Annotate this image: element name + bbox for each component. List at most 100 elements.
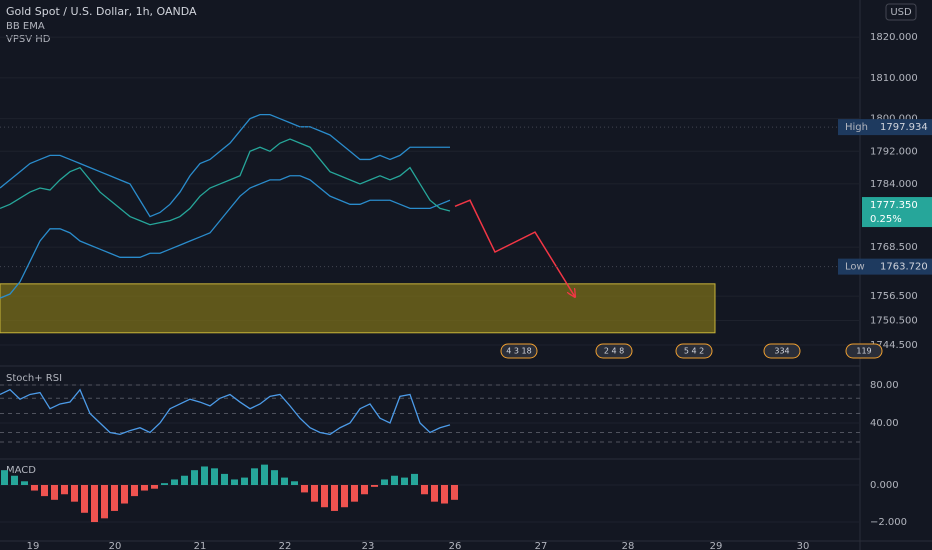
histogram-bar	[331, 485, 338, 511]
histogram-bar	[71, 485, 78, 502]
histogram-bar	[351, 485, 358, 502]
last-change: 0.25%	[870, 214, 902, 225]
last-price: 1777.350	[870, 200, 918, 211]
histogram-bar	[321, 485, 328, 508]
marker-value: 1797.934	[880, 122, 928, 133]
chart-title: Gold Spot / U.S. Dollar, 1h, OANDA	[6, 5, 197, 18]
histogram-bar	[101, 485, 108, 519]
event-label: 119	[856, 347, 871, 356]
histogram-bar	[421, 485, 428, 495]
histogram-bar	[31, 485, 38, 491]
event-marker	[845, 343, 883, 359]
histogram-bar	[201, 466, 208, 485]
histogram-bar	[131, 485, 138, 497]
histogram-bar	[261, 464, 268, 485]
histogram-bar	[371, 485, 378, 487]
histogram-bar	[91, 485, 98, 523]
y-tick-label: 0.000	[870, 480, 899, 491]
y-tick-label: 1750.500	[870, 316, 918, 327]
histogram-bar	[441, 485, 448, 504]
marker-badge	[838, 119, 932, 136]
indicator-label: BB EMA	[6, 21, 45, 32]
series-line	[0, 388, 451, 436]
histogram-bar	[391, 475, 398, 485]
histogram-bar	[121, 485, 128, 504]
histogram-bar	[161, 483, 168, 485]
x-tick-label: 20	[109, 541, 122, 550]
histogram-bar	[1, 470, 8, 485]
y-tick-label: 1784.000	[870, 179, 918, 190]
y-tick-label: 1768.500	[870, 242, 918, 253]
histogram-bar	[211, 468, 218, 485]
histogram-bar	[401, 477, 408, 485]
x-tick-label: 21	[194, 541, 207, 550]
histogram-bar	[411, 473, 418, 485]
x-tick-label: 26	[449, 541, 462, 550]
histogram-bar	[301, 485, 308, 493]
pane-title: MACD	[6, 465, 36, 476]
series-line	[0, 113, 450, 218]
y-tick-label: 1810.000	[870, 73, 918, 84]
histogram-bar	[51, 485, 58, 500]
y-tick-label: −2.000	[870, 517, 907, 528]
x-tick-label: 23	[362, 541, 375, 550]
x-tick-label: 22	[279, 541, 292, 550]
histogram-bar	[41, 485, 48, 497]
marker-value: 1763.720	[880, 262, 928, 273]
histogram-bar	[291, 481, 298, 485]
projection	[454, 199, 575, 297]
event-marker	[595, 343, 633, 359]
y-tick-label: 80.00	[870, 380, 899, 391]
indicator-label: VPSV HD	[6, 34, 51, 45]
event-marker	[500, 343, 538, 359]
pane-title: Stoch+ RSI	[6, 373, 62, 384]
histogram-bar	[191, 470, 198, 485]
x-tick-label: 19	[27, 541, 40, 550]
x-tick-label: 28	[622, 541, 635, 550]
histogram-bar	[431, 485, 438, 502]
last-badge	[862, 197, 932, 228]
histogram-bar	[311, 485, 318, 502]
currency[interactable]: USD	[890, 7, 912, 18]
histogram-bar	[451, 485, 458, 500]
marker-name: High	[845, 122, 868, 133]
y-tick-label: 1744.500	[870, 340, 918, 351]
histogram-bar	[361, 485, 368, 495]
marker-badge	[838, 258, 932, 275]
histogram-bar	[271, 470, 278, 485]
histogram-bar	[111, 485, 118, 511]
histogram-bar	[171, 479, 178, 485]
y-tick-label: 1820.000	[870, 32, 918, 43]
series-line	[0, 175, 451, 299]
event-marker	[763, 343, 801, 359]
y-tick-label: 1792.000	[870, 146, 918, 157]
x-tick-label: 30	[797, 541, 810, 550]
histogram-bar	[11, 475, 18, 485]
event-label: 334	[774, 347, 789, 356]
histogram-bar	[141, 485, 148, 491]
event-label: 5 4 2	[684, 347, 704, 356]
histogram-bar	[221, 473, 228, 485]
event-label: 4 3 18	[506, 347, 531, 356]
histogram-bar	[81, 485, 88, 513]
event-label: 2 4 8	[604, 347, 624, 356]
histogram-bar	[151, 485, 158, 489]
x-tick-label: 29	[710, 541, 723, 550]
histogram-bar	[251, 468, 258, 485]
histogram-bar	[61, 485, 68, 495]
event-marker	[675, 343, 713, 359]
histogram-bar	[241, 477, 248, 485]
histogram-bar	[341, 485, 348, 508]
histogram-bar	[21, 481, 28, 485]
histogram-bar	[381, 479, 388, 485]
zone	[0, 283, 716, 334]
series-line	[0, 138, 451, 226]
currency-box[interactable]	[885, 3, 917, 21]
y-tick-label: 40.00	[870, 418, 899, 429]
x-tick-label: 27	[535, 541, 548, 550]
y-tick-label: 1756.500	[870, 291, 918, 302]
histogram-bar	[231, 479, 238, 485]
